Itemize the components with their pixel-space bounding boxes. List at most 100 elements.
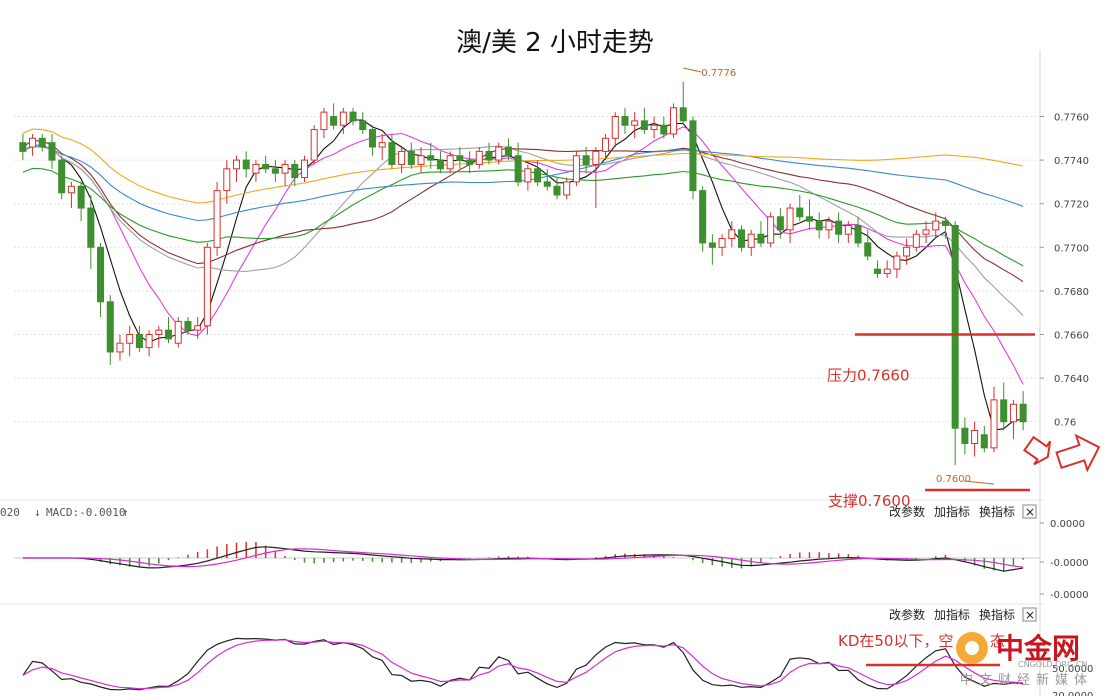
candle-body-081 <box>805 216 814 222</box>
candle-body-001 <box>29 137 37 148</box>
ma-line-60 <box>22 167 1024 267</box>
kd-k-line <box>22 637 1024 691</box>
candle-body-064 <box>640 120 648 131</box>
kd-tick-20: 20.0000 <box>1052 691 1093 696</box>
candle-body-062 <box>621 116 629 126</box>
candle-body-019 <box>203 246 211 327</box>
candle-body-066 <box>660 124 668 135</box>
macd-up-arrow-icon: ↑ <box>122 506 129 519</box>
macd-dea-line <box>22 548 1024 568</box>
candle-body-027 <box>281 163 289 174</box>
grid <box>0 50 1045 696</box>
candle-body-043 <box>436 159 444 170</box>
candle-body-068 <box>679 107 687 122</box>
candle-body-015 <box>165 329 173 340</box>
ma-line-120 <box>22 146 1024 222</box>
tick-label-2: 0.7720 <box>1054 200 1089 211</box>
candle-body-018 <box>194 325 202 331</box>
candle-body-097 <box>961 427 969 444</box>
macd-tick-label-2: -0.0000 <box>1050 590 1089 601</box>
candle-body-013 <box>145 334 153 349</box>
low-marker-line <box>963 480 995 485</box>
resistance-label: 压力0.7660 <box>827 367 910 385</box>
candle-body-025 <box>262 163 270 170</box>
ma-line-30 <box>22 139 1024 283</box>
candle-body-087 <box>864 242 872 257</box>
tick-label-1: 0.7740 <box>1054 156 1089 167</box>
macd-prefix: 020 <box>0 506 20 519</box>
macd-label: MACD:-0.0010 <box>46 506 125 519</box>
candle-body-098 <box>971 429 979 445</box>
candle-body-012 <box>135 334 143 349</box>
macd-add-indicator-button: 加指标 <box>934 504 970 519</box>
candle-body-029 <box>300 159 309 179</box>
candle-body-096 <box>951 225 959 429</box>
arrow-down-right-icon <box>1023 435 1052 466</box>
kd-annotation-tail: 态 <box>990 632 1005 650</box>
candle-body-070 <box>699 190 707 244</box>
candle-body-052 <box>524 168 532 183</box>
candle-body-102 <box>1009 403 1017 423</box>
candle-body-080 <box>796 207 804 218</box>
kd-params-button: 改参数 <box>889 607 925 622</box>
candle-body-076 <box>757 233 765 244</box>
kd-switch-indicator-button: 换指标 <box>979 607 1015 622</box>
candle-body-000 <box>19 142 27 152</box>
macd-tick-label-0: 0.0000 <box>1050 519 1085 530</box>
candle-body-088 <box>873 268 881 274</box>
candle-body-046 <box>466 159 474 165</box>
candle-body-033 <box>339 111 347 126</box>
candle-body-084 <box>835 220 843 235</box>
candle-body-058 <box>582 155 590 165</box>
annotations: 压力0.7660 支撑0.7600 0.7776 0.7600 <box>683 67 1101 510</box>
candle-body-093 <box>922 229 930 235</box>
candle-body-092 <box>912 233 920 248</box>
kd-add-indicator-button: 加指标 <box>934 607 970 622</box>
candle-body-048 <box>485 150 493 161</box>
candle-body-044 <box>446 155 454 170</box>
low-marker-label: 0.7600 <box>936 474 971 485</box>
candle-body-011 <box>126 334 134 344</box>
support-label: 支撑0.7600 <box>828 492 911 510</box>
candles <box>19 81 1027 466</box>
candle-body-067 <box>670 107 678 135</box>
candle-body-035 <box>359 120 367 131</box>
candle-body-095 <box>941 220 949 226</box>
candle-body-022 <box>232 159 241 170</box>
candle-body-020 <box>213 190 221 248</box>
candle-body-037 <box>378 142 386 148</box>
candle-body-083 <box>825 220 833 231</box>
candle-body-006 <box>77 185 85 209</box>
candle-body-003 <box>48 142 56 161</box>
candle-body-026 <box>271 168 279 174</box>
tick-label-5: 0.7660 <box>1054 331 1089 342</box>
high-marker-line <box>683 67 702 73</box>
candle-body-079 <box>786 207 794 231</box>
ma-line-240 <box>22 128 1024 204</box>
macd-close-box <box>1022 504 1037 519</box>
candle-body-002 <box>38 137 46 148</box>
candle-body-101 <box>1000 399 1008 423</box>
macd-switch-indicator-button: 换指标 <box>979 504 1015 519</box>
watermark-site: CNGOLD.ORG.CN <box>1018 660 1087 669</box>
candle-body-091 <box>903 246 911 257</box>
candle-body-056 <box>563 181 571 196</box>
moving-averages <box>22 119 1024 431</box>
candle-body-023 <box>242 159 250 170</box>
candle-body-009 <box>106 301 114 353</box>
candle-body-010 <box>116 342 124 353</box>
macd-panel: 改参数 加指标 换指标 × 020 ↓ MACD:-0.0010↑ 0.0000 -0.0000… <box>0 504 1089 601</box>
tick-label-3: 0.7700 <box>1054 243 1089 254</box>
tick-label-4: 0.7680 <box>1054 287 1089 298</box>
macd-params-button: 改参数 <box>889 504 925 519</box>
kd-tick-50: 50.0000 <box>1052 664 1093 675</box>
candle-body-077 <box>767 216 775 244</box>
macd-tick-label-1: -0.0000 <box>1050 558 1089 569</box>
chart-title: 澳/美 2 小时走势 <box>456 28 654 58</box>
candle-body-073 <box>728 229 736 240</box>
candle-body-007 <box>87 207 95 248</box>
candle-body-031 <box>320 111 328 131</box>
